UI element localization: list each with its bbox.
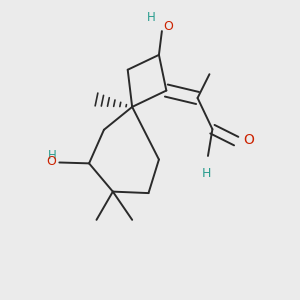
Text: O: O	[46, 155, 56, 168]
Text: H: H	[147, 11, 156, 24]
Text: O: O	[244, 134, 254, 148]
Text: H: H	[202, 167, 211, 180]
Text: H: H	[48, 148, 56, 162]
Text: O: O	[163, 20, 173, 33]
